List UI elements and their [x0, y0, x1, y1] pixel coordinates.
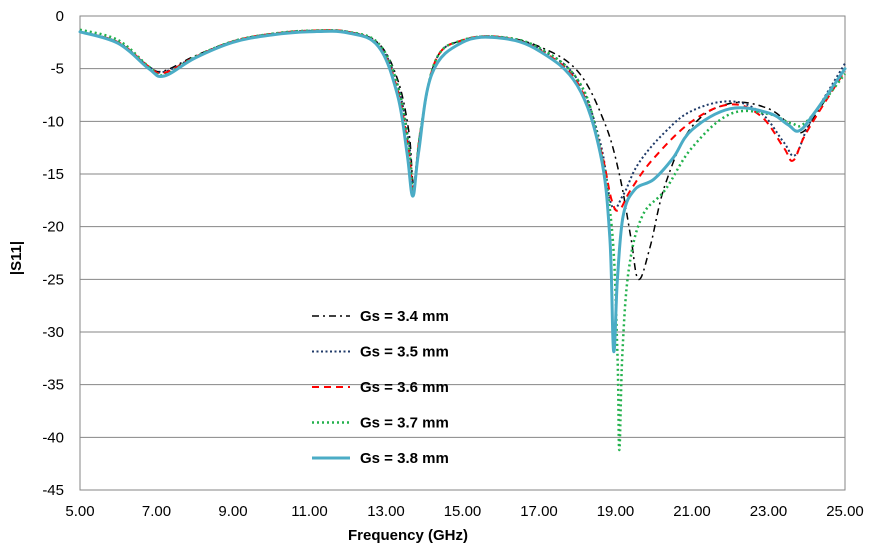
y-tick-label: -10 — [42, 113, 64, 130]
y-axis-title: |S11| — [8, 241, 25, 275]
series-lines — [78, 28, 847, 452]
x-tick-label: 9.00 — [218, 503, 247, 520]
y-tick-label: -25 — [42, 271, 64, 288]
x-tick-label: 21.00 — [673, 503, 711, 520]
y-tick-label: -5 — [51, 61, 64, 78]
legend-label: Gs = 3.4 mm — [360, 308, 449, 325]
y-tick-labels: 0 -5 -10 -15 -20 -25 -30 -35 -40 -45 — [42, 8, 64, 499]
x-tick-label: 5.00 — [65, 503, 94, 520]
x-axis-title: Frequency (GHz) — [348, 527, 468, 544]
x-tick-label: 7.00 — [142, 503, 171, 520]
series-line — [78, 29, 847, 353]
gridlines — [80, 15, 845, 491]
legend: Gs = 3.4 mm Gs = 3.5 mm Gs = 3.6 mm Gs = 3.… — [312, 308, 449, 467]
y-tick-label: -20 — [42, 219, 64, 236]
x-tick-label: 15.00 — [444, 503, 482, 520]
legend-label: Gs = 3.6 mm — [360, 379, 449, 396]
legend-label: Gs = 3.7 mm — [360, 415, 449, 432]
legend-label: Gs = 3.8 mm — [360, 450, 449, 467]
y-tick-label: -15 — [42, 166, 64, 183]
x-tick-label: 17.00 — [520, 503, 558, 520]
legend-label: Gs = 3.5 mm — [360, 344, 449, 361]
x-tick-label: 11.00 — [291, 503, 327, 520]
x-tick-label: 13.00 — [367, 503, 405, 520]
x-tick-labels: 5.00 7.00 9.00 11.00 13.00 15.00 17.00 19.00 21.… — [65, 503, 863, 520]
series-line — [79, 28, 846, 452]
y-tick-label: -30 — [42, 324, 64, 341]
x-tick-label: 23.00 — [750, 503, 788, 520]
y-tick-label: -35 — [42, 377, 64, 394]
series-line — [79, 29, 846, 281]
x-tick-label: 25.00 — [826, 503, 864, 520]
y-tick-label: -45 — [42, 482, 64, 499]
y-tick-label: 0 — [56, 8, 64, 25]
y-tick-label: -40 — [42, 429, 64, 446]
plot-area — [79, 15, 846, 491]
x-tick-label: 19.00 — [597, 503, 635, 520]
